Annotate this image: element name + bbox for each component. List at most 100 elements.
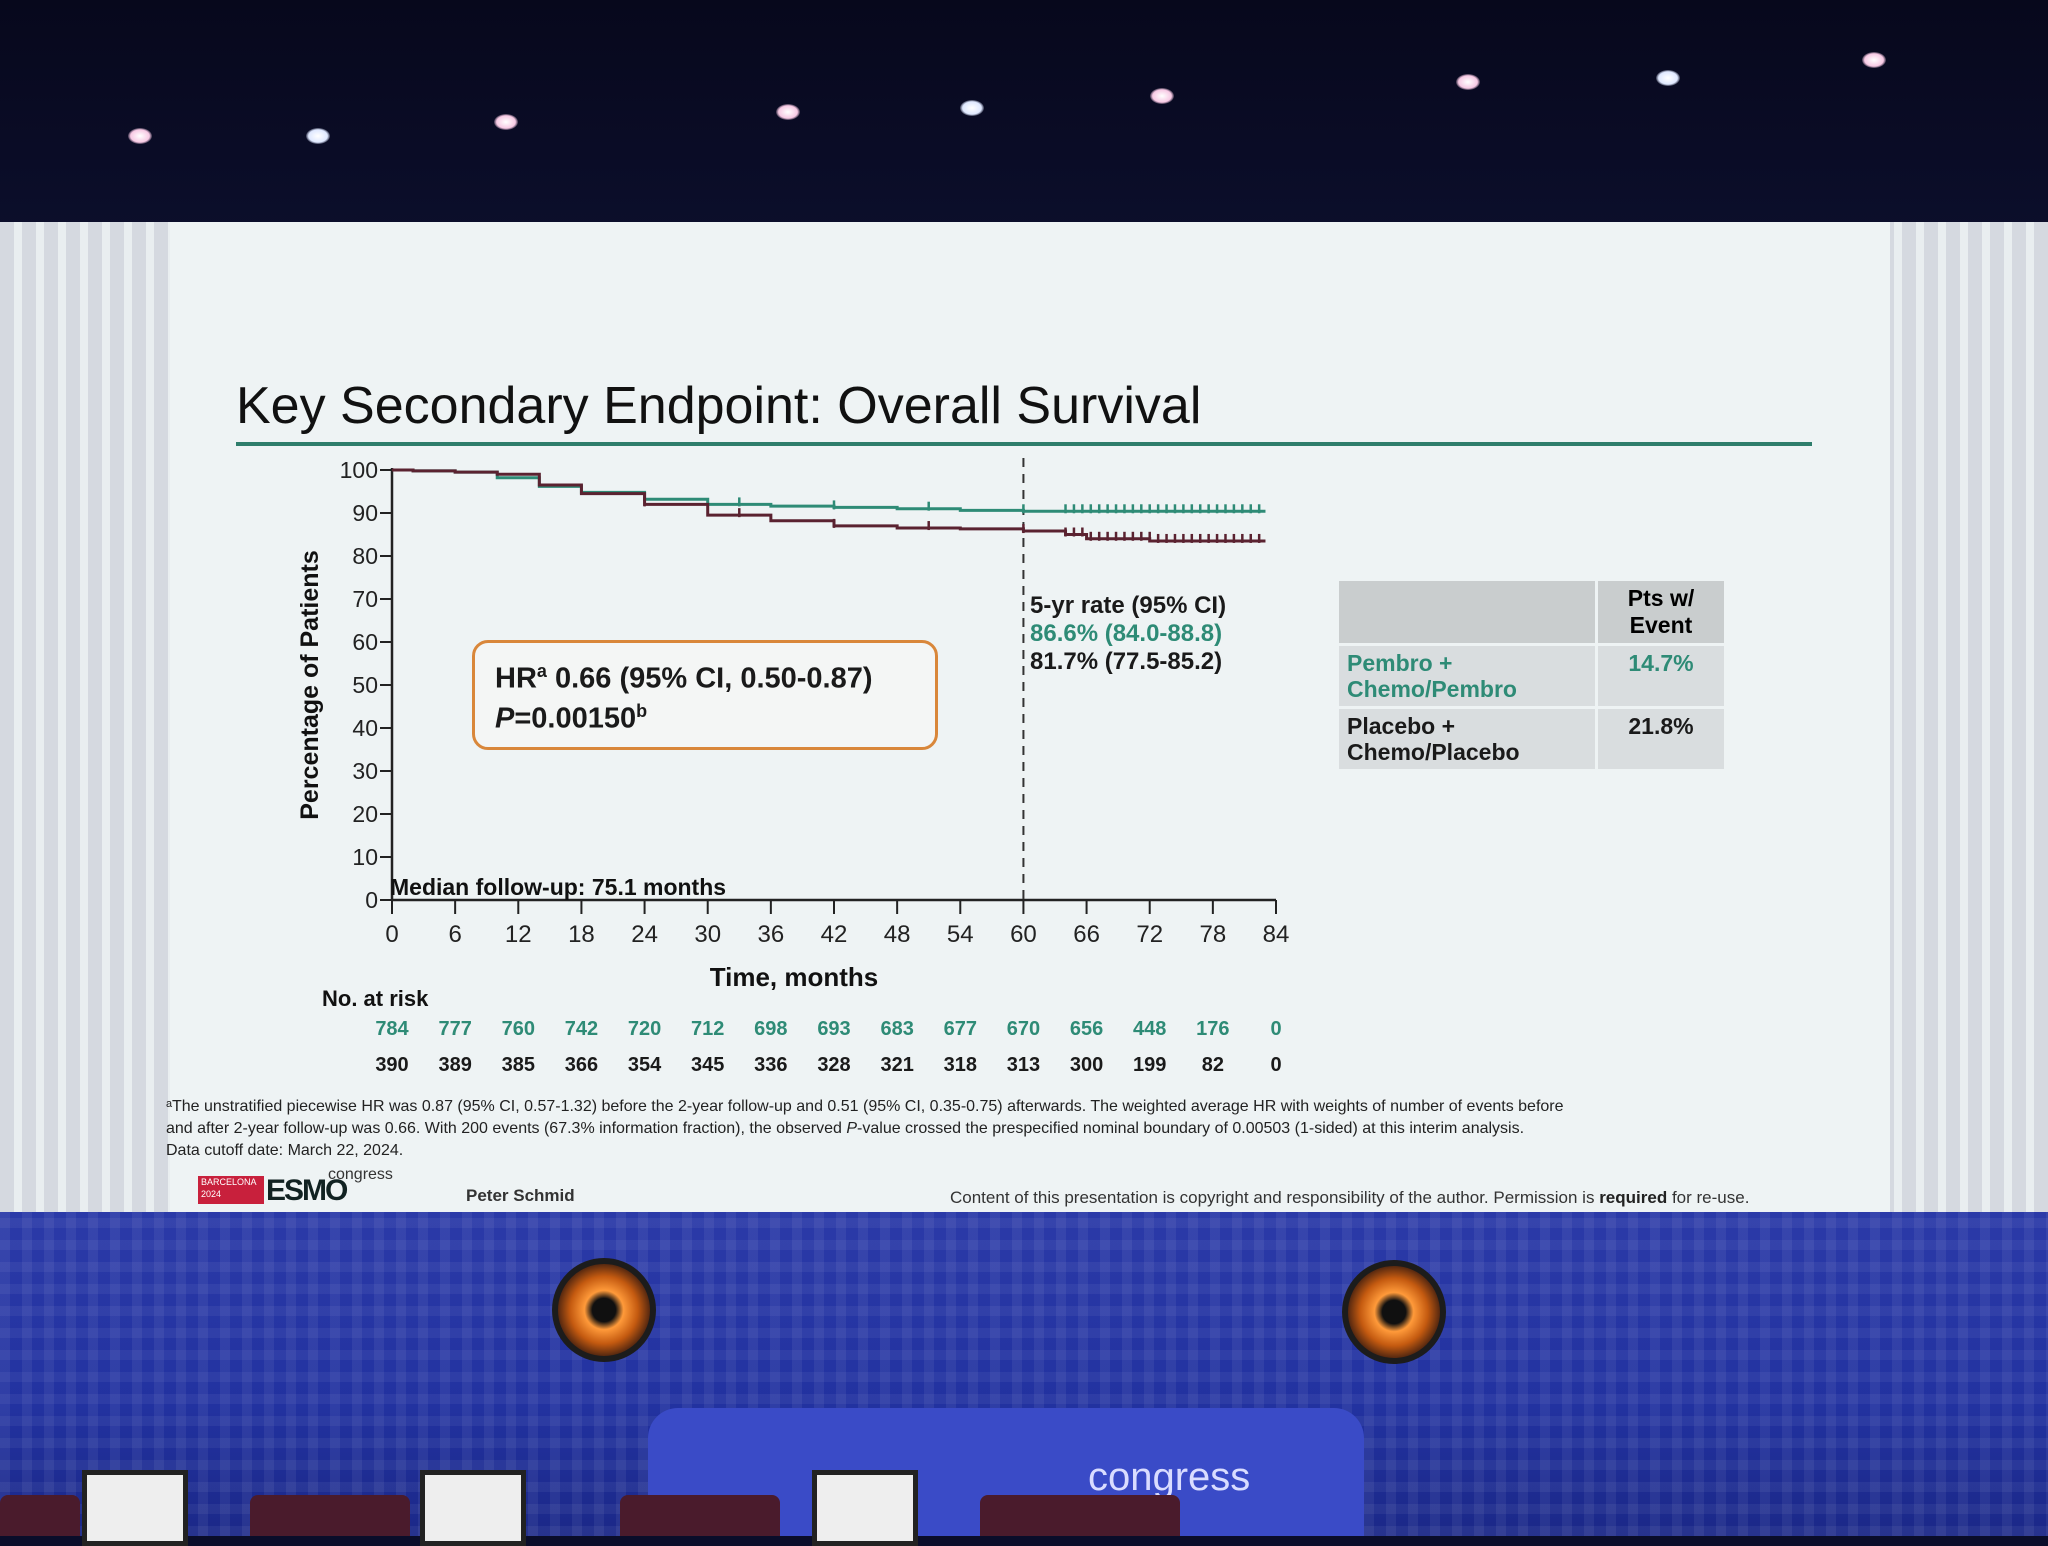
risk-value: 366 xyxy=(564,1054,599,1076)
legend-arm-placebo: Placebo + Chemo/Placebo xyxy=(1339,709,1595,769)
p-value-text: P=0.00150b xyxy=(495,701,648,735)
spotlight-icon xyxy=(776,104,800,120)
title-rule xyxy=(236,442,1812,446)
y-tick-label: 70 xyxy=(352,586,378,612)
logo-suffix: congress xyxy=(328,1166,393,1183)
risk-value: 698 xyxy=(754,1018,788,1040)
risk-value: 354 xyxy=(627,1054,662,1076)
x-tick-label: 78 xyxy=(1200,921,1227,948)
chair xyxy=(980,1495,1180,1536)
footnote: ᵃThe unstratified piecewise HR was 0.87 … xyxy=(166,1096,1726,1162)
five-year-rate-pembro: 86.6% (84.0-88.8) xyxy=(1030,620,1223,647)
x-tick-label: 24 xyxy=(631,921,658,948)
x-tick-label: 60 xyxy=(1010,921,1037,948)
chair xyxy=(250,1495,410,1536)
median-followup: Median follow-up: 75.1 months xyxy=(390,874,727,900)
presenter-name: Peter Schmid xyxy=(466,1186,575,1205)
five-year-rate-placebo: 81.7% (77.5-85.2) xyxy=(1030,648,1223,675)
x-tick-label: 54 xyxy=(947,921,974,948)
y-tick-label: 0 xyxy=(365,887,378,913)
x-tick-label: 36 xyxy=(758,921,785,948)
risk-value: 345 xyxy=(691,1054,725,1076)
x-tick-label: 66 xyxy=(1073,921,1100,948)
y-tick-label: 80 xyxy=(352,543,378,569)
risk-value: 670 xyxy=(1006,1018,1041,1040)
spotlight-icon xyxy=(960,100,984,116)
y-tick-label: 40 xyxy=(352,715,378,741)
risk-value: 328 xyxy=(817,1054,851,1076)
x-tick-label: 42 xyxy=(821,921,848,948)
risk-value: 389 xyxy=(438,1054,472,1076)
logo-brand: ESMO xyxy=(266,1174,348,1207)
spotlight-icon xyxy=(1862,52,1886,68)
stage-light-icon xyxy=(552,1258,656,1362)
risk-value: 683 xyxy=(880,1018,914,1040)
footnote-line-2: and after 2-year follow-up was 0.66. Wit… xyxy=(166,1120,1525,1137)
risk-value: 336 xyxy=(754,1054,788,1076)
risk-value: 321 xyxy=(880,1054,914,1076)
risk-value: 693 xyxy=(817,1018,851,1040)
risk-value: 313 xyxy=(1006,1054,1041,1076)
risk-value: 777 xyxy=(438,1018,472,1040)
x-tick-label: 84 xyxy=(1263,921,1290,948)
y-tick-label: 30 xyxy=(352,758,378,784)
logo-city: BARCELONA 2024 xyxy=(198,1176,264,1204)
risk-value: 385 xyxy=(501,1054,535,1076)
x-tick-label: 12 xyxy=(505,921,532,948)
spotlight-icon xyxy=(494,114,518,130)
y-tick-label: 10 xyxy=(352,844,378,870)
risk-value: 390 xyxy=(375,1054,409,1076)
risk-value: 712 xyxy=(691,1018,725,1040)
chair xyxy=(0,1495,80,1536)
y-tick-label: 60 xyxy=(352,629,378,655)
legend-header: Pts w/ Event xyxy=(1598,581,1724,643)
x-tick-label: 48 xyxy=(884,921,911,948)
spotlight-icon xyxy=(306,128,330,144)
risk-value: 784 xyxy=(375,1018,409,1040)
risk-value: 742 xyxy=(564,1018,599,1040)
hazard-ratio-box: HRa 0.66 (95% CI, 0.50-0.87) P=0.00150b xyxy=(472,640,938,750)
chair xyxy=(620,1495,780,1536)
y-axis-label: Percentage of Patients xyxy=(296,550,324,820)
footnote-line-3: Data cutoff date: March 22, 2024. xyxy=(166,1142,404,1159)
risk-value: 176 xyxy=(1196,1018,1230,1040)
series-line-placebo xyxy=(392,468,1266,543)
y-tick-label: 20 xyxy=(352,801,378,827)
risk-value: 318 xyxy=(943,1054,977,1076)
monitor xyxy=(420,1470,526,1546)
slide-title: Key Secondary Endpoint: Overall Survival xyxy=(236,377,1202,435)
legend-value-placebo: 21.8% xyxy=(1598,709,1724,769)
spotlight-icon xyxy=(128,128,152,144)
risk-value: 199 xyxy=(1133,1054,1167,1076)
spotlight-icon xyxy=(1656,70,1680,86)
spotlight-icon xyxy=(1150,88,1174,104)
spotlight-icon xyxy=(1456,74,1480,90)
y-tick-label: 100 xyxy=(340,457,378,483)
legend-value-pembro: 14.7% xyxy=(1598,646,1724,706)
risk-value: 82 xyxy=(1201,1054,1224,1076)
legend-arm-pembro: Pembro + Chemo/Pembro xyxy=(1339,646,1595,706)
risk-value: 760 xyxy=(501,1018,535,1040)
decorative-tiles xyxy=(0,222,190,1212)
esmo-logo: BARCELONA 2024 ESMO congress xyxy=(198,1166,393,1207)
copyright-notice: Content of this presentation is copyrigh… xyxy=(950,1188,1750,1207)
risk-value: 0 xyxy=(1270,1054,1282,1076)
x-tick-label: 0 xyxy=(385,921,398,948)
y-tick-label: 50 xyxy=(352,672,378,698)
risk-value: 656 xyxy=(1069,1018,1104,1040)
legend-table: Pts w/ Event Pembro + Chemo/Pembro 14.7%… xyxy=(1336,578,1727,772)
y-tick-label: 90 xyxy=(352,500,378,526)
five-year-rate-title: 5-yr rate (95% CI) xyxy=(1030,592,1227,619)
risk-value: 0 xyxy=(1270,1018,1282,1040)
series-line-pembro xyxy=(392,468,1266,513)
podium-text: congress xyxy=(1088,1455,1251,1499)
footnote-line-1: ᵃThe unstratified piecewise HR was 0.87 … xyxy=(166,1098,1564,1115)
x-tick-label: 18 xyxy=(568,921,595,948)
x-tick-label: 30 xyxy=(694,921,721,948)
legend-header-blank xyxy=(1339,581,1595,643)
hazard-ratio-text: HRa 0.66 (95% CI, 0.50-0.87) xyxy=(495,661,873,695)
x-axis-label: Time, months xyxy=(710,962,879,992)
x-tick-label: 72 xyxy=(1136,921,1163,948)
risk-value: 677 xyxy=(943,1018,977,1040)
